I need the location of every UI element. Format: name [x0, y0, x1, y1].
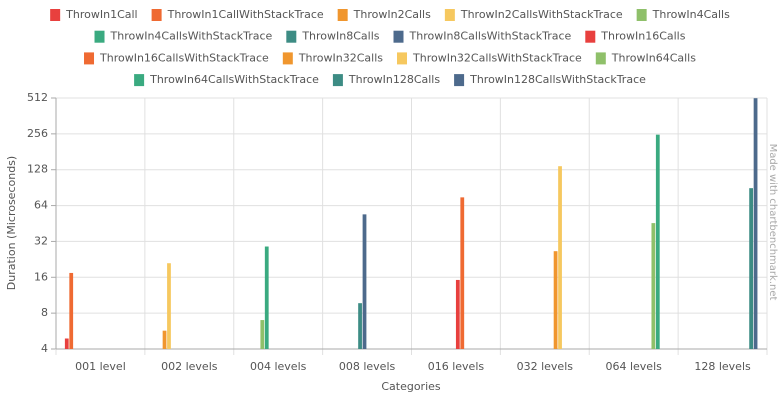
legend-label[interactable]: ThrowIn1Call	[65, 8, 137, 21]
legend-label[interactable]: ThrowIn1CallWithStackTrace	[167, 8, 324, 21]
bar	[260, 320, 265, 349]
legend-label[interactable]: ThrowIn64Calls	[611, 51, 696, 64]
legend-label[interactable]: ThrowIn8Calls	[301, 30, 379, 43]
legend-label[interactable]: ThrowIn128CallsWithStackTrace	[469, 73, 646, 86]
legend-swatch[interactable]	[151, 9, 162, 21]
x-tick-label: 128 levels	[694, 360, 751, 373]
legend-label[interactable]: ThrowIn2CallsWithStackTrace	[460, 8, 623, 21]
legend-swatch[interactable]	[94, 30, 105, 43]
x-tick-label: 016 levels	[428, 360, 485, 373]
legend-label[interactable]: ThrowIn4CallsWithStackTrace	[110, 30, 273, 43]
bar	[162, 330, 167, 349]
x-tick-label: 002 levels	[161, 360, 218, 373]
legend-swatch[interactable]	[636, 9, 647, 21]
x-axis-label: Categories	[381, 380, 441, 393]
y-tick-label: 8	[41, 306, 48, 319]
legend-swatch[interactable]	[50, 9, 61, 21]
legend-label[interactable]: ThrowIn32Calls	[298, 51, 383, 64]
y-tick-label: 512	[27, 91, 48, 104]
legend-swatch[interactable]	[286, 30, 297, 43]
x-tick-label: 064 levels	[605, 360, 662, 373]
legend-swatch[interactable]	[454, 74, 465, 87]
bar	[362, 214, 367, 349]
x-tick-label: 004 levels	[250, 360, 307, 373]
legend-swatch[interactable]	[585, 30, 596, 43]
legend-swatch[interactable]	[332, 74, 343, 87]
bar	[69, 272, 74, 349]
legend-label[interactable]: ThrowIn32CallsWithStackTrace	[412, 51, 582, 64]
legend-label[interactable]: ThrowIn16CallsWithStackTrace	[99, 51, 269, 64]
y-tick-label: 64	[34, 199, 48, 212]
legend-label[interactable]: ThrowIn128Calls	[348, 73, 440, 86]
watermark: Made with chartbenchmark.net	[767, 144, 778, 301]
y-tick-label: 32	[34, 234, 48, 247]
bar	[167, 263, 171, 349]
bar	[553, 251, 558, 349]
bar	[651, 223, 656, 349]
bar	[64, 338, 69, 349]
y-tick-label: 4	[41, 342, 48, 355]
legend-label[interactable]: ThrowIn8CallsWithStackTrace	[409, 30, 572, 43]
legend-label[interactable]: ThrowIn16Calls	[600, 30, 685, 43]
bar	[264, 246, 269, 349]
legend-swatch[interactable]	[444, 9, 455, 21]
bar	[655, 134, 660, 349]
y-tick-label: 128	[27, 163, 48, 176]
legend-swatch[interactable]	[397, 52, 407, 65]
bar	[460, 197, 465, 349]
y-tick-label: 16	[34, 270, 48, 283]
y-axis-label: Duration (Microseconds)	[5, 156, 18, 290]
bar	[753, 98, 758, 349]
bar	[558, 166, 562, 349]
legend-swatch[interactable]	[595, 52, 606, 65]
bar	[455, 279, 460, 349]
legend-label[interactable]: ThrowIn64CallsWithStackTrace	[149, 73, 319, 86]
legend-label[interactable]: ThrowIn4Calls	[652, 8, 730, 21]
x-tick-label: 001 level	[75, 360, 126, 373]
legend-swatch[interactable]	[134, 74, 145, 87]
legend-swatch[interactable]	[337, 9, 348, 21]
legend-swatch[interactable]	[84, 52, 95, 65]
y-tick-label: 256	[27, 127, 48, 140]
legend-swatch[interactable]	[282, 52, 293, 65]
x-tick-label: 008 levels	[339, 360, 396, 373]
bar	[358, 303, 362, 349]
legend-label[interactable]: ThrowIn2Calls	[353, 8, 431, 21]
x-tick-label: 032 levels	[517, 360, 574, 373]
legend-swatch[interactable]	[393, 30, 404, 43]
bar	[749, 188, 754, 349]
